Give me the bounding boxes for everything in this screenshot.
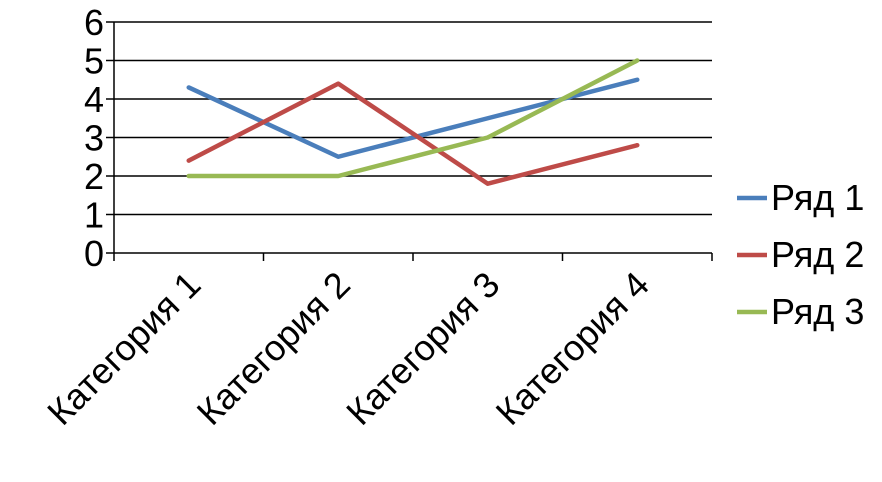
- legend-label: Ряд 2: [771, 234, 864, 275]
- y-tick-label: 2: [84, 156, 104, 197]
- y-tick-label: 3: [84, 118, 104, 159]
- legend[interactable]: Ряд 1 Ряд 2 Ряд 3: [737, 177, 864, 332]
- series-lines: [186, 58, 640, 186]
- series-line-3: [186, 58, 640, 179]
- x-category-label: Категория 3: [338, 264, 507, 433]
- gridlines: [114, 21, 712, 216]
- legend-item[interactable]: Ряд 2: [737, 234, 864, 275]
- legend-label: Ряд 3: [771, 291, 864, 332]
- y-tick-label: 4: [84, 79, 104, 120]
- y-tick-label: 1: [84, 195, 104, 236]
- legend-label: Ряд 1: [771, 177, 864, 218]
- x-category-label: Категория 4: [488, 264, 657, 433]
- legend-item[interactable]: Ряд 1: [737, 177, 864, 218]
- series-line-2: [186, 81, 640, 186]
- axes: [106, 21, 713, 261]
- y-tick-label: 6: [84, 2, 104, 43]
- series-line-1: [186, 77, 640, 159]
- y-tick-label: 0: [84, 233, 104, 274]
- x-category-label: Категория 2: [189, 264, 358, 433]
- legend-item[interactable]: Ряд 3: [737, 291, 864, 332]
- x-category-label: Категория 1: [39, 264, 208, 433]
- y-tick-label: 5: [84, 41, 104, 82]
